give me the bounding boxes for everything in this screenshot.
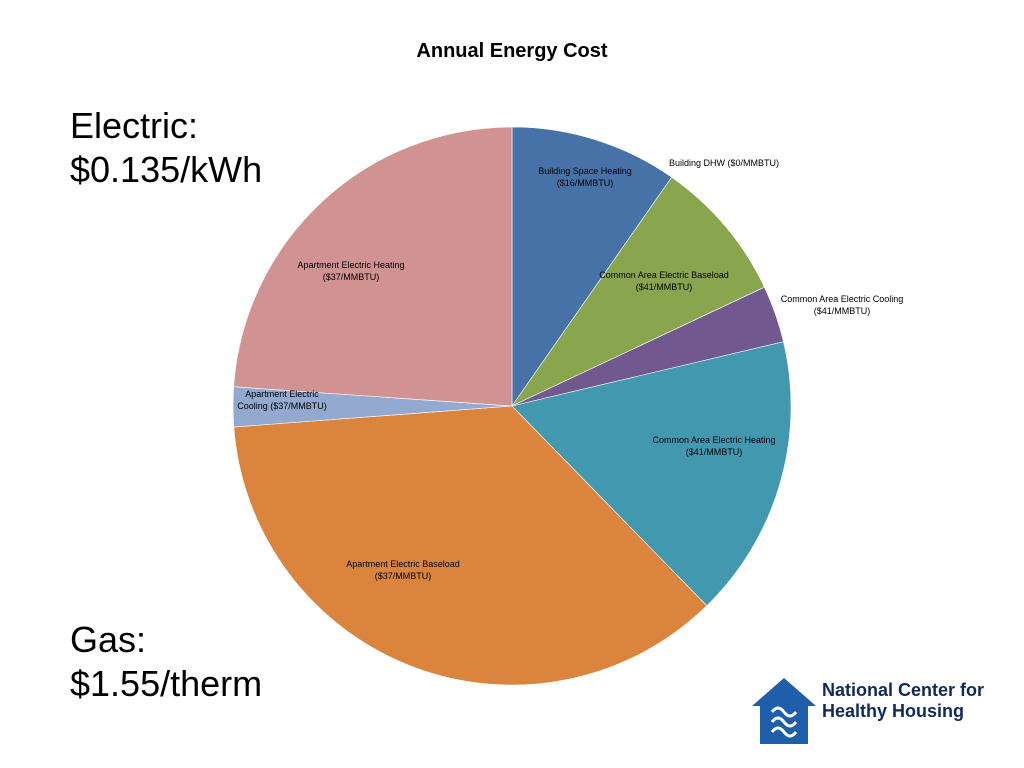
slice-label-line: Apartment Electric [245, 389, 319, 399]
slice-label-line: Common Area Electric Baseload [599, 270, 729, 280]
slice-label-line: Common Area Electric Heating [652, 435, 775, 445]
pie-slice [511, 176, 765, 407]
pie-slice [511, 341, 792, 607]
slice-label-line: Building Space Heating [538, 166, 632, 176]
slice-label-line: Common Area Electric Cooling [781, 294, 904, 304]
slice-label-line: ($37/MMBTU) [323, 272, 380, 282]
slice-label: Common Area Electric Heating ($41/MMBTU) [652, 435, 775, 457]
logo-text: National Center for Healthy Housing [822, 680, 984, 722]
slice-label-line: ($41/MMBTU) [814, 306, 871, 316]
slice-label-line: ($41/MMBTU) [686, 447, 743, 457]
house-logo-icon [752, 678, 816, 744]
logo-line-1: National Center for [822, 680, 985, 700]
electric-rate-block: Electric: $0.135/kWh [70, 104, 262, 192]
slice-label-line: Building DHW ($0/MMBTU) [669, 158, 779, 168]
gas-label: Gas: [70, 619, 147, 660]
gas-rate: $1.55/therm [70, 663, 263, 704]
logo-line-2: Healthy Housing [822, 701, 965, 721]
pie-slice [511, 126, 673, 407]
chart-title: Annual Energy Cost [416, 40, 608, 62]
pie-slice [233, 126, 513, 407]
gas-rate-block: Gas: $1.55/therm [70, 618, 262, 706]
slice-label-line: Apartment Electric Baseload [346, 559, 460, 569]
pie-slice [233, 405, 708, 686]
electric-rate: $0.135/kWh [70, 149, 263, 190]
slice-label: Building DHW ($0/MMBTU) [669, 158, 779, 168]
slice-label-line: ($16/MMBTU) [557, 178, 614, 188]
slice-label-line: ($41/MMBTU) [636, 282, 693, 292]
slice-label: Apartment Electric Baseload ($37/MMBTU) [346, 559, 460, 581]
slice-label-line: Apartment Electric Heating [297, 260, 404, 270]
slice-label: Building Space Heating ($16/MMBTU) [538, 166, 632, 188]
slice-label: Apartment Electric Heating ($37/MMBTU) [297, 260, 404, 282]
slice-label-line: Cooling ($37/MMBTU) [237, 401, 327, 411]
slice-label-line: ($37/MMBTU) [375, 571, 432, 581]
slice-label: Common Area Electric Cooling ($41/MMBTU) [781, 294, 904, 316]
nchh-logo: National Center for Healthy Housing [750, 674, 1002, 748]
slice-label: Apartment Electric Cooling ($37/MMBTU) [237, 389, 327, 411]
slice-label: Common Area Electric Baseload ($41/MMBTU) [599, 270, 729, 292]
electric-label: Electric: [70, 105, 199, 146]
